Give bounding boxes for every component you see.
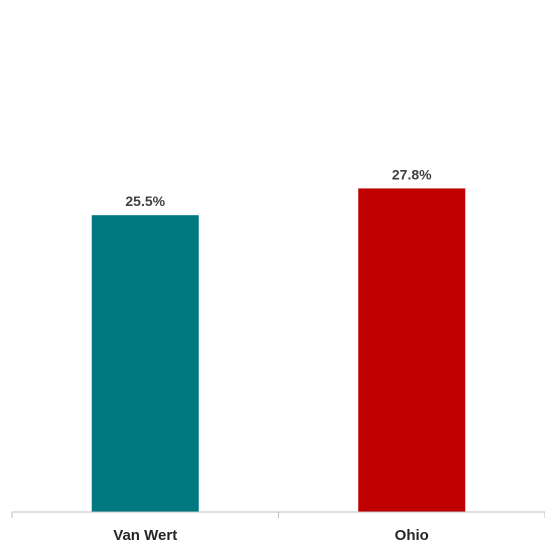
data-label: 25.5% bbox=[125, 193, 165, 209]
bar-van-wert bbox=[91, 215, 199, 512]
category-labels-layer: Van Wert Ohio bbox=[113, 527, 429, 544]
bar-ohio bbox=[358, 188, 466, 513]
data-label: 27.8% bbox=[392, 166, 432, 182]
bars-layer bbox=[91, 188, 466, 513]
x-axis-ticks bbox=[11, 512, 545, 518]
category-label: Van Wert bbox=[113, 527, 177, 544]
data-labels-layer: 25.5% 27.8% bbox=[125, 166, 432, 209]
category-label: Ohio bbox=[395, 527, 429, 544]
